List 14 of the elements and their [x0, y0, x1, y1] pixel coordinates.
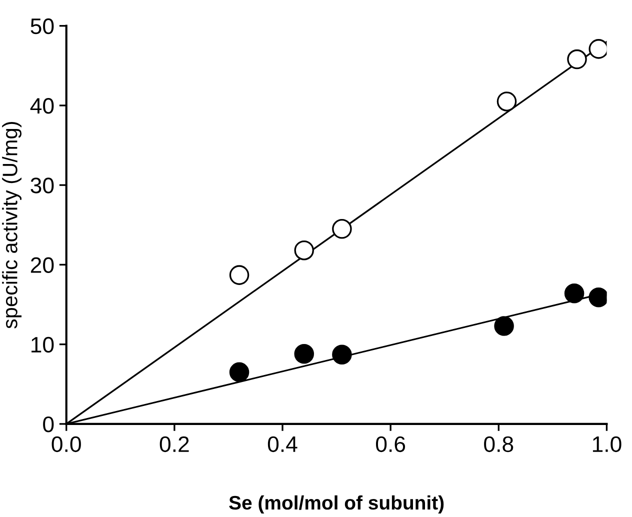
y-tick-label: 0 — [43, 416, 54, 432]
x-tick-label: 0.0 — [52, 436, 81, 452]
x-tick-label: 1.0 — [592, 436, 622, 452]
x-axis-title: Se (mol/mol of subunit) — [229, 495, 444, 514]
y-tick-label: 10 — [32, 336, 54, 353]
x-tick-label: 0.8 — [484, 436, 514, 452]
y-tick-label: 20 — [30, 257, 54, 273]
x-tick-label: 0.6 — [376, 436, 406, 452]
y-tick-label: 30 — [30, 178, 54, 194]
x-tick-label: 0.2 — [160, 436, 189, 452]
y-tick-label: 50 — [30, 18, 54, 34]
y-tick-label: 40 — [30, 98, 54, 114]
x-tick-label: 0.4 — [268, 436, 298, 452]
y-axis-title: specific activity (U/mg) — [2, 122, 22, 328]
